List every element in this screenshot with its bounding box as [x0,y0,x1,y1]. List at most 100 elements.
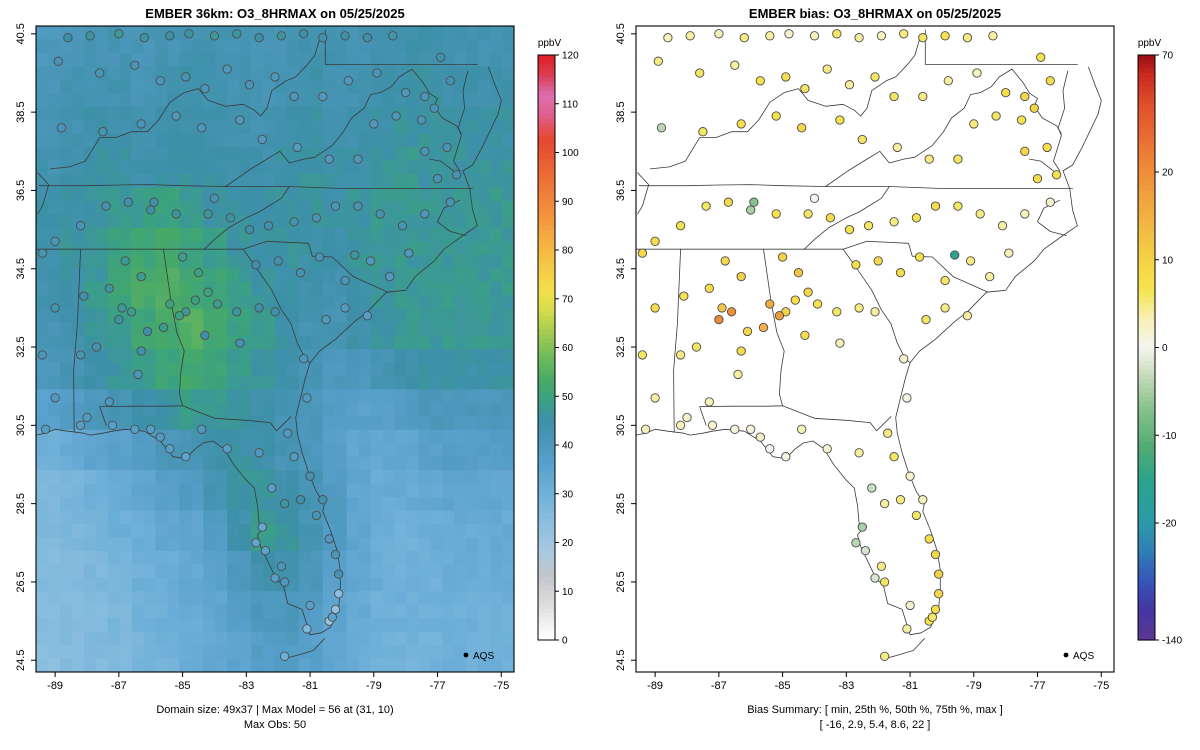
station-dot [82,412,92,423]
station-dot [311,213,322,223]
station-dot [37,350,48,360]
station-dot [765,299,775,309]
station-dot [800,330,810,340]
colorbar-tick-label: 110 [562,99,578,110]
station-dot [63,33,73,43]
station-dot [225,213,236,223]
station-dot [37,248,48,258]
station-dot [940,303,950,313]
model-raster [36,26,514,672]
y-tick-label: 40.5 [15,23,27,44]
station-dot [295,495,306,505]
station-dot [56,123,67,133]
station-dot [235,115,245,125]
bias-panel: EMBER bias: O3_8HRMAX on 05/25/2025 -89-… [602,0,1198,750]
station-dot [324,534,334,544]
colorbar-tick-label: 0 [1162,343,1168,354]
station-dot [1004,248,1014,258]
station-dot [663,33,673,43]
aqs-bias-dots [637,29,1062,661]
y-tick-label: 28.5 [15,493,27,514]
station-dot [965,256,976,266]
station-dot [50,393,60,403]
station-dot [212,299,223,309]
state-outlines [636,29,1102,659]
y-tick-label: 32.5 [615,336,627,357]
station-dot [353,201,363,211]
colorbar-tick-label: 50 [562,392,574,403]
station-dot [902,624,912,634]
station-dot [330,549,341,560]
station-dot [350,250,360,260]
station-dot [85,31,95,41]
station-dot [120,256,130,266]
station-dot [203,287,213,297]
station-dot [420,91,430,102]
colorbar-units-label: ppbV [538,38,562,49]
station-dot [270,573,280,583]
y-tick-label: 34.5 [615,258,627,279]
station-dot [79,291,89,301]
station-dot [203,209,213,219]
y-tick-label: 26.5 [15,571,27,592]
station-dot [330,201,341,211]
station-dot [244,224,255,235]
axes: -89 -87 -85 -83 -81 -79 -77 -75 24.5 26.5 28.5 30.5… [15,23,509,692]
station-dot [136,346,146,356]
station-dot [149,197,159,207]
bias-map-plot: -89 -87 -85 -83 -81 -79 -77 -75 24.5 26.5 28.5 30.5… [615,23,1182,692]
plot-frame [635,25,1115,673]
station-dot [53,56,63,66]
station-dot [924,154,934,164]
station-dot [940,31,950,41]
station-dot [40,424,51,434]
x-tick-label: -89 [647,680,663,692]
aqs-legend-dot [463,652,469,658]
station-dot [653,56,663,66]
station-dot [130,60,140,70]
station-dot [860,545,871,556]
station-dot [404,248,414,258]
station-dot [863,221,874,231]
station-dot [146,205,156,215]
station-dot [704,397,714,407]
station-dot [340,303,350,313]
station-dot [771,111,781,121]
station-dot [416,115,427,125]
station-dot [832,307,842,317]
station-dot [726,307,737,317]
station-dot [742,326,753,337]
station-dot [739,33,749,43]
station-dot [305,600,315,611]
station-dot [75,350,86,360]
station-dot [146,424,156,434]
station-dot [797,424,807,434]
station-dot [334,589,344,599]
station-dot [270,72,280,82]
station-dot [809,31,820,41]
colorbar-tick-label: 70 [1162,51,1174,62]
station-dot [879,651,890,661]
station-dot [988,31,998,41]
station-dot [136,119,146,129]
station-dot [401,87,411,98]
station-dot [126,307,137,317]
station-dot [899,29,909,39]
station-dot [899,354,909,364]
station-dot [730,424,740,434]
colorbar-tick-label: -10 [1162,431,1177,442]
x-tick-label: -83 [238,680,254,692]
station-dot [50,236,60,246]
station-dot [800,83,810,94]
aqs-legend-label: AQS [1073,651,1094,662]
station-dot [104,283,114,293]
station-dot [822,444,832,454]
station-dot [279,651,290,661]
station-dot [362,33,373,43]
station-dot [330,604,341,615]
station-dot [940,275,950,286]
station-dot [369,119,379,129]
station-dot [372,68,382,78]
axes: -89 -87 -85 -83 -81 -79 -77 -75 24.5 26.5 28.5 30.5… [615,23,1109,692]
station-dot [451,170,462,180]
